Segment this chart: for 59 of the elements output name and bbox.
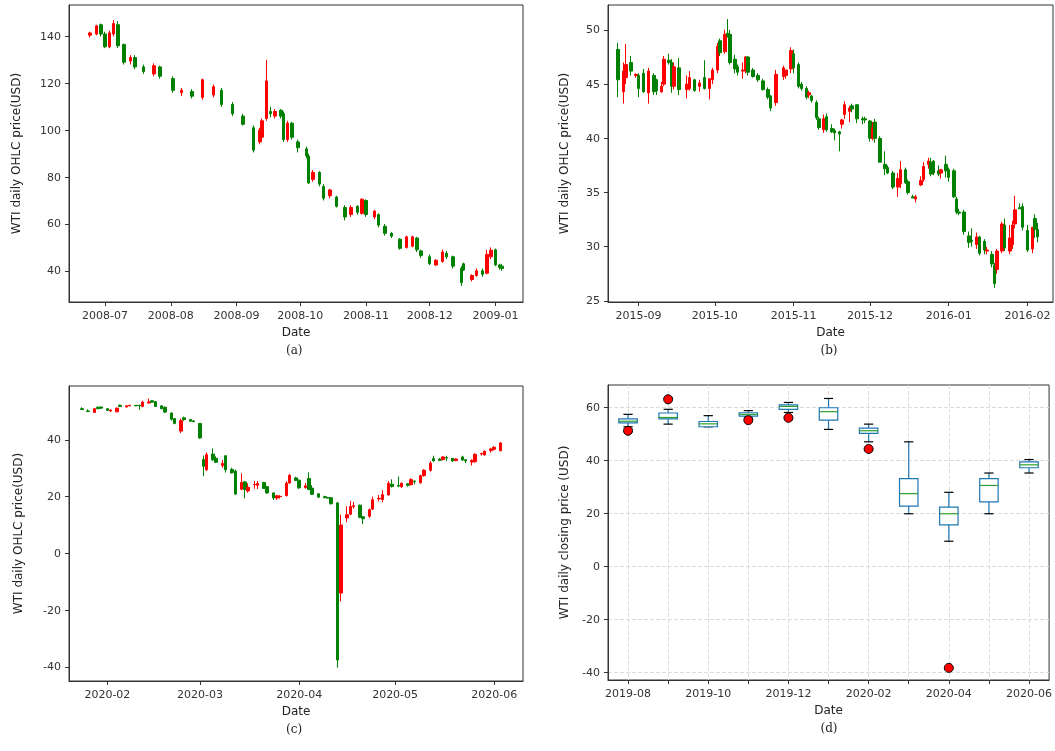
y-tick-label: 140 <box>40 29 61 43</box>
y-tick-label: 100 <box>40 123 61 137</box>
x-tick-label: 2020-04 <box>925 687 972 700</box>
y-tick-label: 40 <box>47 433 61 447</box>
y-tick-label: 20 <box>47 490 61 504</box>
x-axis-title: Date <box>816 324 845 339</box>
y-tick-label: 60 <box>586 401 600 415</box>
x-tick-label: 2016-02 <box>1004 309 1051 322</box>
y-tick-label: 0 <box>593 559 600 573</box>
y-axis-title: WTI daily OHLC price(USD) <box>9 72 23 235</box>
x-tick-label: 2020-04 <box>276 688 323 701</box>
x-tick-label: 2020-03 <box>177 688 224 701</box>
x-tick-label: 2020-06 <box>471 688 518 701</box>
x-axis-title: Date <box>281 324 311 339</box>
x-tick-label: 2016-01 <box>925 309 972 322</box>
x-tick-label: 2020-02 <box>84 688 131 701</box>
text: (a) <box>286 343 303 357</box>
y-axis-title: WTI daily closing price (USD) <box>557 445 571 620</box>
y-tick-label: 120 <box>40 76 61 90</box>
y-tick-label: 50 <box>586 23 600 37</box>
x-tick-label: 2020-05 <box>372 688 419 701</box>
x-tick-label: 2019-12 <box>765 687 812 700</box>
y-axis-title: WTI daily OHLC price(USD) <box>557 72 571 235</box>
y-tick-label: 40 <box>586 454 600 468</box>
y-tick-label: 25 <box>586 294 600 308</box>
text: (d) <box>820 721 838 735</box>
y-tick-label: 0 <box>54 546 61 560</box>
x-tick-label: 2015-09 <box>615 309 662 322</box>
y-tick-label: 45 <box>586 77 600 91</box>
y-tick-label: 40 <box>47 264 61 278</box>
y-tick-label: 40 <box>586 131 600 145</box>
y-tick-label: -20 <box>43 603 61 617</box>
x-tick-label: 2009-01 <box>472 309 519 322</box>
x-tick-label: 2008-11 <box>343 309 389 322</box>
x-tick-label: 2008-10 <box>277 309 324 322</box>
x-axis-title: Date <box>281 703 311 718</box>
y-tick-label: 80 <box>47 170 61 184</box>
x-tick-label: 2008-09 <box>213 309 260 322</box>
x-tick-label: 2008-07 <box>82 309 129 322</box>
x-tick-label: 2019-10 <box>685 687 732 700</box>
text: (b) <box>820 343 838 357</box>
x-tick-label: 2019-08 <box>605 687 652 700</box>
x-axis-title: Date <box>814 702 843 717</box>
y-tick-label: -40 <box>43 660 61 674</box>
x-tick-label: 2015-10 <box>691 309 738 322</box>
x-tick-label: 2008-12 <box>406 309 453 322</box>
y-tick-label: 35 <box>586 186 600 200</box>
x-tick-label: 2008-08 <box>147 309 194 322</box>
x-tick-label: 2015-12 <box>846 309 893 322</box>
x-tick-label: 2020-06 <box>1006 687 1052 700</box>
x-tick-label: 2015-11 <box>770 309 817 322</box>
y-tick-label: 60 <box>47 217 61 231</box>
y-tick-label: -40 <box>582 665 600 679</box>
y-tick-label: 20 <box>586 506 600 520</box>
y-axis-title: WTI daily OHLC price(USD) <box>11 452 25 615</box>
x-tick-label: 2020-02 <box>845 687 892 700</box>
y-tick-label: -20 <box>582 612 600 626</box>
text: (c) <box>286 722 303 736</box>
y-tick-label: 30 <box>586 240 600 254</box>
